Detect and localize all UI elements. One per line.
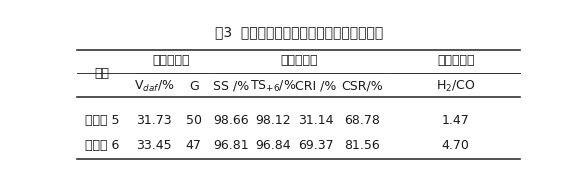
Text: 96.84: 96.84: [255, 139, 290, 152]
Text: CRI /%: CRI /%: [295, 80, 336, 93]
Text: H$_{2}$/CO: H$_{2}$/CO: [436, 79, 476, 94]
Text: 序号: 序号: [95, 67, 110, 80]
Text: 33.45: 33.45: [136, 139, 172, 152]
Text: 98.12: 98.12: [255, 114, 290, 127]
Text: 1.47: 1.47: [442, 114, 470, 127]
Text: V$_{daf}$/%: V$_{daf}$/%: [134, 79, 174, 94]
Text: 气化气组成: 气化气组成: [437, 54, 475, 67]
Text: 68.78: 68.78: [344, 114, 380, 127]
Text: 表3  添加不同量电石渣对气化焦性质的影响: 表3 添加不同量电石渣对气化焦性质的影响: [215, 25, 383, 39]
Text: G: G: [189, 80, 199, 93]
Text: 96.81: 96.81: [213, 139, 249, 152]
Text: 配合煤指标: 配合煤指标: [152, 54, 190, 67]
Text: CSR/%: CSR/%: [341, 80, 383, 93]
Text: 98.66: 98.66: [213, 114, 249, 127]
Text: 气化焦 6: 气化焦 6: [85, 139, 120, 152]
Text: 31.73: 31.73: [136, 114, 172, 127]
Text: 气化焦指标: 气化焦指标: [280, 54, 318, 67]
Text: 47: 47: [186, 139, 202, 152]
Text: TS$_{+6}$/%: TS$_{+6}$/%: [250, 79, 296, 94]
Text: 81.56: 81.56: [344, 139, 380, 152]
Text: 4.70: 4.70: [442, 139, 470, 152]
Text: 69.37: 69.37: [298, 139, 333, 152]
Text: SS /%: SS /%: [213, 80, 249, 93]
Text: 31.14: 31.14: [298, 114, 333, 127]
Text: 50: 50: [186, 114, 202, 127]
Text: 气化焦 5: 气化焦 5: [85, 114, 120, 127]
